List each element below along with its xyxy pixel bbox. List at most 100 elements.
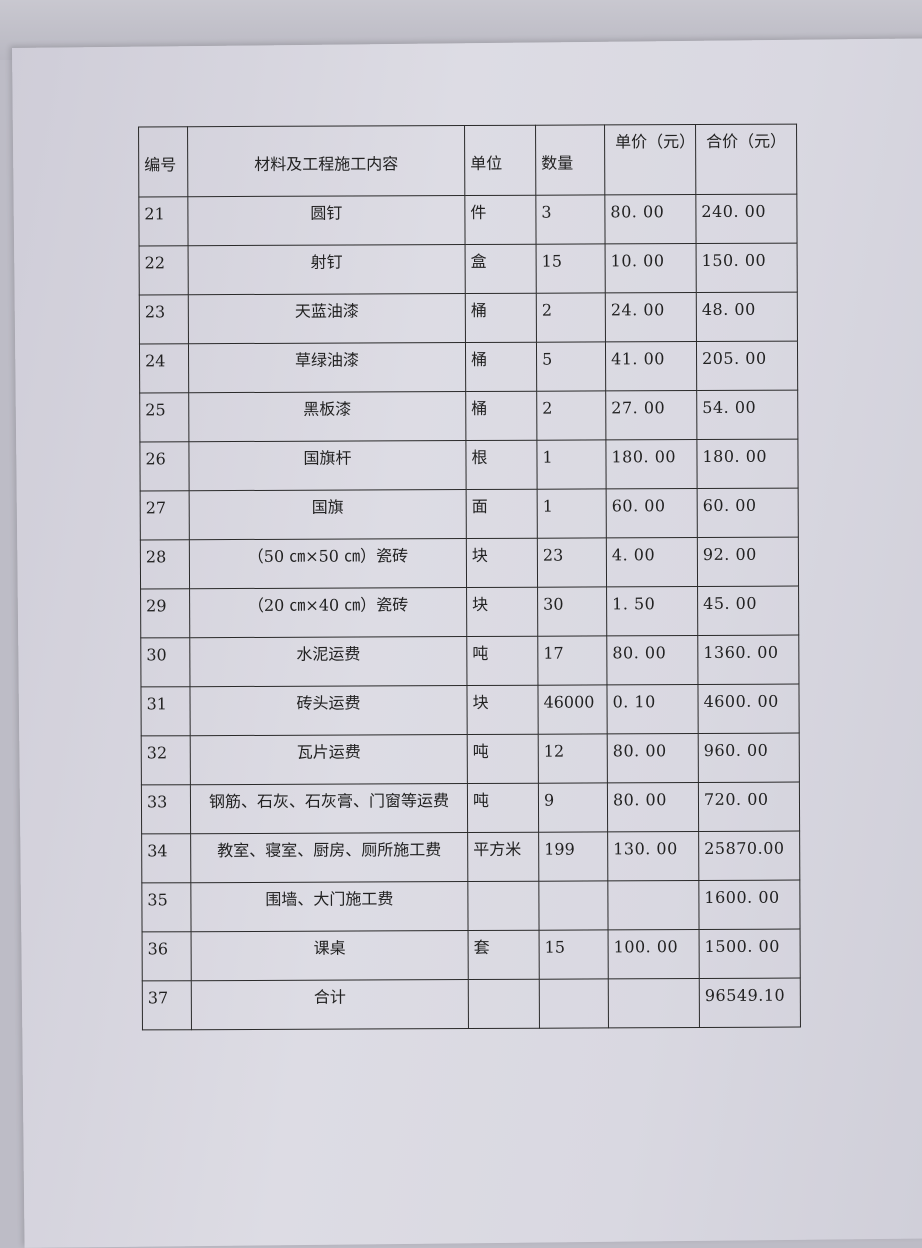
cell-total: 92. 00	[697, 537, 799, 587]
cell-unit-price: 27. 00	[605, 390, 697, 440]
table-row: 34 教室、寝室、厨房、厕所施工费 平方米 199 130. 00 25870.00	[141, 831, 800, 883]
cell-content: 黑板漆	[188, 391, 466, 442]
cell-unit-price: 60. 00	[606, 488, 698, 538]
cell-total: 4600. 00	[697, 684, 800, 734]
cell-content: 课桌	[191, 930, 469, 981]
table-row: 21 圆钉件 3 80. 00 240. 00	[138, 194, 798, 246]
cell-content: 水泥运费	[189, 636, 467, 687]
cell-unit: 吨	[467, 734, 539, 784]
cell-no: 35	[141, 882, 192, 932]
table-row: 24 草绿油漆桶 5 41. 00 205. 00	[139, 341, 798, 393]
table-row: 32 瓦片运费吨 12 80. 00 960. 00	[141, 733, 800, 785]
cell-unit-price: 1. 50	[606, 586, 698, 636]
cell-total: 1500. 00	[699, 929, 801, 979]
cell-unit-price: 10. 00	[605, 243, 697, 293]
cell-content: 圆钉	[187, 195, 466, 246]
cell-total: 1360. 00	[697, 635, 799, 685]
cell-no: 34	[141, 833, 191, 883]
cell-total: 48. 00	[696, 292, 798, 342]
cell-no: 26	[139, 441, 190, 491]
cell-unit-price: 100. 00	[608, 929, 700, 979]
cell-total: 240. 00	[695, 194, 798, 244]
cell-no: 27	[140, 490, 190, 540]
cell-total: 45. 00	[697, 586, 799, 636]
cell-qty: 15	[536, 243, 606, 294]
cell-content: （50 ㎝×50 ㎝）瓷砖	[189, 538, 467, 589]
table-row: 37 合计 96549.10	[142, 978, 801, 1030]
cell-qty: 17	[537, 635, 607, 686]
cell-unit-price: 180. 00	[605, 439, 698, 489]
cell-no: 21	[138, 196, 189, 246]
header-unit: 单位	[464, 125, 536, 196]
cell-no: 22	[139, 245, 189, 295]
cell-content: 国旗杆	[188, 440, 467, 491]
cell-qty: 12	[538, 733, 608, 784]
table-row: 22 射钉盒 15 10. 00 150. 00	[139, 243, 798, 295]
table-row: 26 国旗杆根 1 180. 00 180. 00	[139, 439, 799, 491]
cell-total: 720. 00	[698, 782, 800, 832]
cell-no: 36	[142, 931, 192, 981]
cell-qty: 5	[536, 341, 606, 392]
table-row: 36 课桌套 15 100. 00 1500. 00	[142, 929, 801, 981]
cell-unit-price: 80. 00	[606, 635, 698, 685]
cell-total: 60. 00	[697, 488, 799, 538]
cell-total: 960. 00	[698, 733, 800, 783]
cell-no: 32	[141, 735, 191, 785]
cell-content: 砖头运费	[189, 685, 468, 736]
cell-total: 54. 00	[696, 390, 798, 440]
cell-qty: 9	[538, 782, 608, 833]
table-header-row: 编号 材料及工程施工内容 单位 数量 单价（元） 合价（元）	[138, 124, 797, 197]
cell-content: 天蓝油漆	[188, 293, 466, 344]
cell-qty: 15	[539, 929, 609, 980]
cell-no: 33	[141, 784, 191, 834]
cell-content: 合计	[191, 979, 469, 1030]
cell-qty: 1	[537, 488, 607, 539]
cell-qty: 3	[535, 194, 606, 245]
cell-unit-price: 4. 00	[606, 537, 698, 587]
cell-qty: 23	[537, 537, 607, 588]
cell-qty: 30	[537, 586, 607, 637]
table-row: 35 围墙、大门施工费 1600. 00	[141, 880, 801, 932]
cell-total: 96549.10	[699, 978, 801, 1028]
cell-unit	[467, 881, 540, 931]
cell-unit: 桶	[465, 391, 537, 441]
cell-content: 瓦片运费	[190, 734, 468, 785]
cell-no: 24	[139, 343, 189, 393]
cell-no: 23	[139, 294, 189, 344]
cell-no: 31	[140, 686, 191, 736]
cell-content: 草绿油漆	[188, 342, 466, 393]
cell-total: 205. 00	[696, 341, 798, 391]
cost-table: 编号 材料及工程施工内容 单位 数量 单价（元） 合价（元） 21 圆钉件 3 80.…	[138, 124, 801, 1031]
cell-unit-price	[608, 978, 700, 1028]
cell-unit: 盒	[465, 244, 537, 294]
cell-unit-price: 0. 10	[606, 684, 699, 734]
cell-qty: 2	[536, 390, 606, 441]
cell-content: 射钉	[188, 244, 466, 295]
cell-qty: 199	[538, 831, 608, 882]
cell-qty	[539, 978, 609, 1029]
cell-unit-price: 80. 00	[604, 194, 697, 244]
cell-unit: 桶	[465, 293, 537, 343]
table-row: 23 天蓝油漆桶 2 24. 00 48. 00	[139, 292, 798, 344]
table-row: 33 钢筋、石灰、石灰膏、门窗等运费吨 9 80. 00 720. 00	[141, 782, 800, 834]
header-content: 材料及工程施工内容	[187, 125, 465, 197]
table-row: 28 （50 ㎝×50 ㎝）瓷砖块 23 4. 00 92. 00	[140, 537, 799, 589]
cell-content: 围墙、大门施工费	[190, 881, 469, 932]
cell-unit-price: 24. 00	[605, 292, 697, 342]
cell-no: 25	[139, 392, 189, 442]
cell-unit	[468, 979, 540, 1029]
cell-unit-price: 80. 00	[607, 782, 699, 832]
table-row: 27 国旗面 1 60. 00 60. 00	[140, 488, 799, 540]
cell-unit: 块	[466, 587, 538, 637]
cell-unit: 面	[466, 489, 538, 539]
cell-total: 150. 00	[696, 243, 798, 293]
cell-no: 29	[140, 588, 190, 638]
cell-unit: 桶	[465, 342, 537, 392]
cell-unit: 吨	[467, 783, 539, 833]
cell-unit-price	[607, 880, 700, 930]
cell-no: 30	[140, 637, 190, 687]
cell-qty: 2	[536, 292, 606, 343]
header-total: 合价（元）	[695, 124, 797, 195]
cell-total: 180. 00	[696, 439, 799, 489]
cell-unit-price: 80. 00	[607, 733, 699, 783]
